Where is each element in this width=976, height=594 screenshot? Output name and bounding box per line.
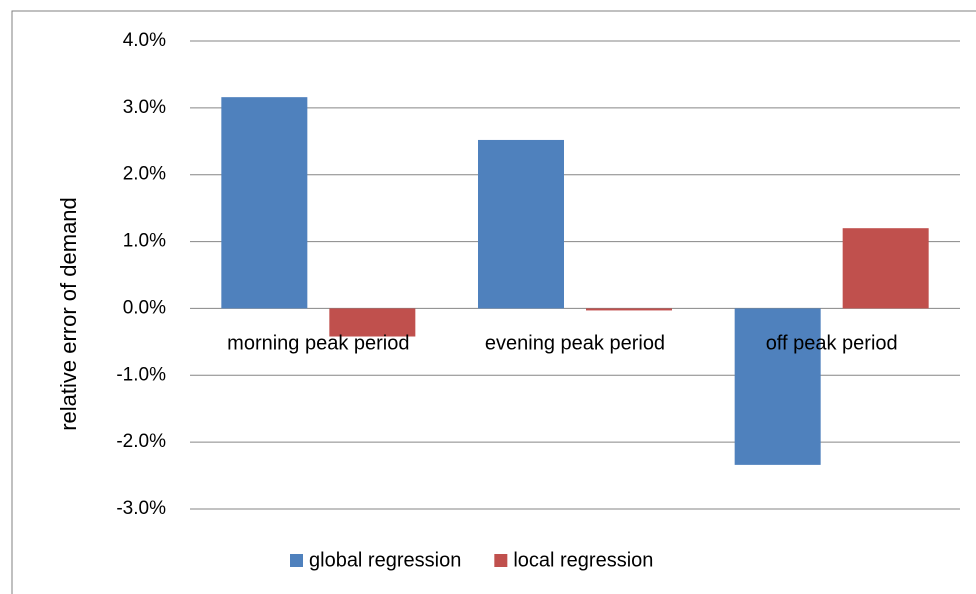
bar: [329, 308, 416, 337]
y-tick-label: 4.0%: [123, 30, 166, 51]
x-tick-label: off peak period: [766, 333, 898, 355]
legend-swatch: [494, 554, 508, 567]
legend-label: local regression: [513, 549, 653, 571]
legend-label: global regression: [309, 549, 461, 571]
y-tick-label: 3.0%: [123, 97, 166, 118]
legend-swatch: [290, 554, 303, 567]
y-tick-label: 1.0%: [123, 231, 166, 252]
x-tick-label: morning peak period: [227, 333, 409, 355]
bar: [478, 139, 564, 309]
y-tick-label: -1.0%: [116, 364, 166, 385]
y-tick-label: -3.0%: [116, 498, 166, 519]
x-tick-label: evening peak period: [485, 333, 665, 355]
y-tick-label: -2.0%: [116, 431, 166, 452]
bar: [586, 308, 672, 311]
y-axis-label: relative error of demand: [56, 197, 81, 431]
bar: [221, 97, 308, 309]
bar: [842, 228, 929, 309]
y-tick-label: 2.0%: [123, 164, 166, 185]
y-tick-label: 0.0%: [123, 297, 166, 318]
bar: [734, 308, 821, 465]
